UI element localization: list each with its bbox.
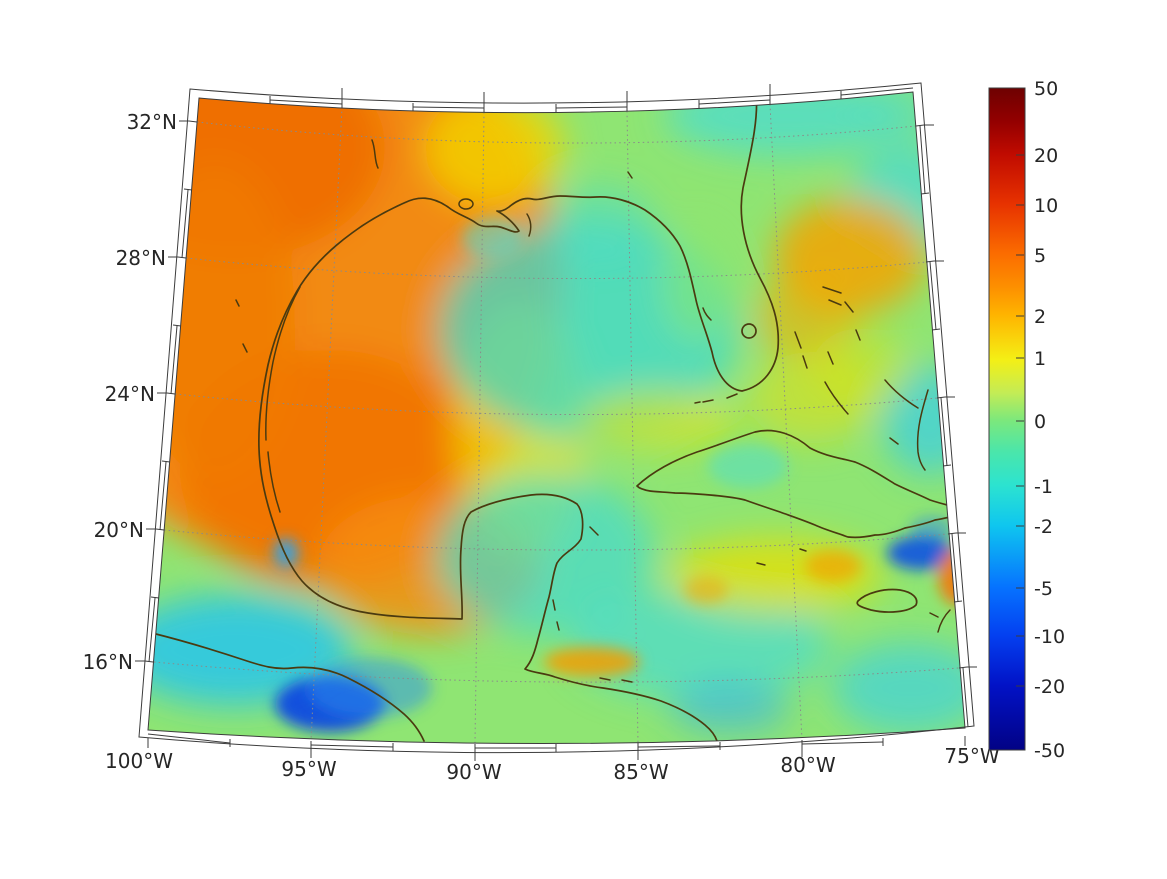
latitude-labels: 32°N 28°N 24°N 20°N 16°N <box>83 110 177 674</box>
chandeleur-arc <box>526 213 532 237</box>
map-frame <box>135 82 977 761</box>
coast-jamaica <box>856 588 918 613</box>
frame-inner <box>147 91 966 745</box>
coast-pacific-mexico <box>151 632 425 742</box>
florida-keys <box>694 393 738 404</box>
texas-barrier-lagoons <box>265 286 301 513</box>
lake-okeechobee <box>741 323 757 339</box>
parallel-28n <box>185 257 928 280</box>
lat-label-28n: 28°N <box>116 246 166 270</box>
tampa-bay <box>702 307 712 321</box>
axis-ticks <box>135 84 977 761</box>
island-details <box>235 139 951 683</box>
bahamas-northwest <box>794 286 861 369</box>
cb-label-m20: -20 <box>1034 676 1065 698</box>
coast-cuba <box>636 429 959 539</box>
cb-label-0: 0 <box>1034 411 1046 433</box>
lat-label-24n: 24°N <box>105 382 155 406</box>
meridian-90w <box>474 111 485 744</box>
cayman-islands <box>756 548 807 566</box>
parallel-20n <box>163 529 949 551</box>
cb-label-50: 50 <box>1034 78 1058 100</box>
lon-label-80w: 80°W <box>780 753 835 777</box>
parallel-24n <box>174 393 939 416</box>
lon-label-100w: 100°W <box>105 749 173 773</box>
field-fine-blobs <box>273 218 965 732</box>
cb-label-m2: -2 <box>1034 516 1053 538</box>
colorbar: 50 20 10 5 2 1 0 -1 -2 -5 -10 -20 -50 <box>988 78 1065 762</box>
colorbar-tick-labels: 50 20 10 5 2 1 0 -1 -2 -5 -10 -20 -50 <box>1034 78 1065 762</box>
cb-label-2: 2 <box>1034 306 1046 328</box>
cozumel-belize-cays <box>552 526 599 631</box>
map-plot-area <box>148 92 965 744</box>
cb-label-5: 5 <box>1034 245 1046 267</box>
bay-islands <box>599 677 633 683</box>
colorbar-gradient <box>988 87 1026 751</box>
misc-specks <box>235 139 633 353</box>
cb-label-m10: -10 <box>1034 626 1065 648</box>
lat-label-16n: 16°N <box>83 650 133 674</box>
colorbar-ticks <box>1016 154 1024 687</box>
cb-label-10: 10 <box>1034 195 1058 217</box>
frame-midline-segments <box>147 87 969 749</box>
bahamas-southeast-chains <box>824 379 929 471</box>
lon-label-90w: 90°W <box>446 760 501 784</box>
lon-label-95w: 95°W <box>281 757 336 781</box>
cb-label-m50: -50 <box>1034 740 1065 762</box>
meridian-85w <box>626 110 639 744</box>
graticule <box>153 103 960 744</box>
frame-outer <box>138 82 975 754</box>
lat-label-32n: 32°N <box>127 110 177 134</box>
cb-label-20: 20 <box>1034 145 1058 167</box>
cb-label-m1: -1 <box>1034 476 1053 498</box>
lon-label-85w: 85°W <box>613 760 668 784</box>
cb-label-1: 1 <box>1034 348 1046 370</box>
longitude-labels: 100°W 95°W 90°W 85°W 80°W 75°W <box>105 744 1000 784</box>
lat-label-20n: 20°N <box>94 518 144 542</box>
lake-pontchartrain <box>458 198 474 210</box>
cb-label-m5: -5 <box>1034 578 1053 600</box>
inagua-haiti-bits <box>929 609 951 633</box>
